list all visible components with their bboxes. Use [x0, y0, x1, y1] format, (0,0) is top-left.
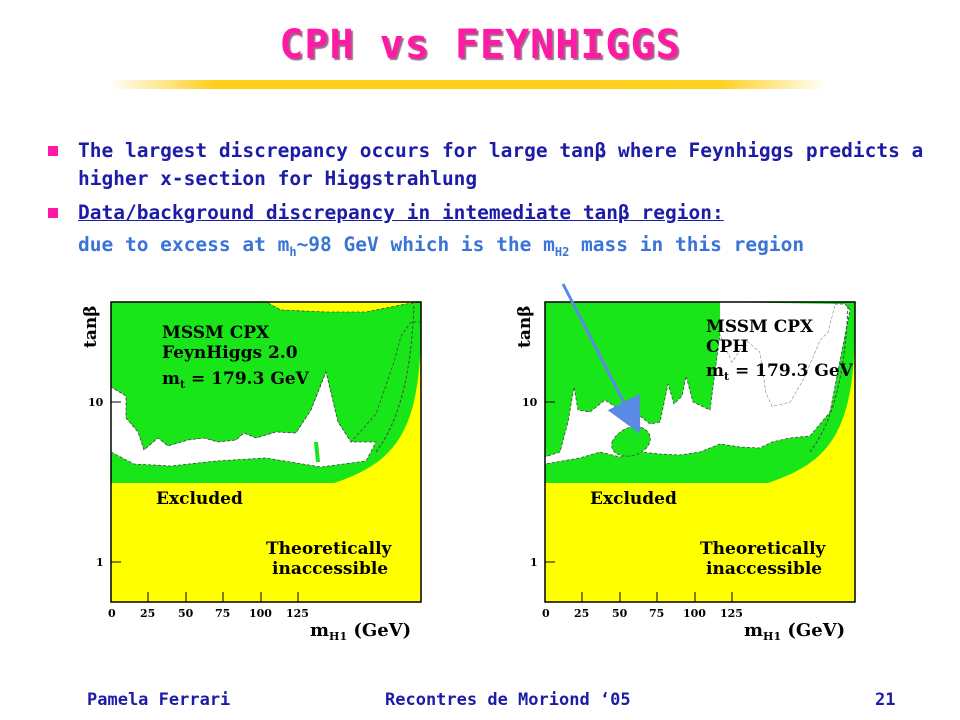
x-ticks: [110, 401, 299, 602]
theoretical-label-1: Theoretically: [266, 539, 393, 559]
bullet1-text-pre: The largest discrepancy occurs for large…: [78, 139, 595, 162]
bullet2-line2-sub-h2: H2: [554, 244, 570, 259]
excluded-label: Excluded: [590, 489, 677, 509]
bullet2-continuation: due to excess at mh~98 GeV which is the …: [48, 231, 928, 266]
theoretical-label-2: inaccessible: [706, 559, 822, 579]
legend-line3: mt = 179.3 GeV: [162, 369, 310, 391]
plot-frame: [544, 301, 856, 603]
dashed-contour: [809, 303, 849, 453]
y-tick-1: 1: [96, 556, 104, 569]
bullet2-beta: β: [618, 201, 630, 224]
x-tick-100: 100: [683, 607, 706, 620]
x-tick-25: 25: [140, 607, 155, 620]
x-ticks: [544, 401, 733, 602]
x-axis-label: mH1 (GeV): [744, 620, 845, 643]
y-tick-10: 10: [522, 396, 538, 409]
allowed-band: [110, 370, 377, 468]
bullet2-text-post: region:: [629, 201, 724, 224]
x-tick-125: 125: [720, 607, 743, 620]
y-tick-1: 1: [530, 556, 538, 569]
footer-page-number: 21: [875, 690, 896, 710]
excluded-region-lower: [111, 322, 421, 483]
bullet2-line2-sub-h: h: [289, 244, 297, 259]
footer-conference: Recontres de Moriond ‘05: [385, 690, 631, 710]
theoretical-label-2: inaccessible: [272, 559, 388, 579]
x-tick-0: 0: [108, 607, 116, 620]
y-tick-10: 10: [88, 396, 104, 409]
plot-feynhiggs: tanβ 10 1 0 25 50 75 100 125 mH1 (GeV) M…: [76, 292, 436, 657]
bullet1-text-post: where Feynhiggs predicts a higher x-sect…: [78, 139, 924, 190]
legend-line1: MSSM CPX: [162, 323, 270, 343]
bullet-item-1: The largest discrepancy occurs for large…: [48, 137, 928, 193]
legend-line2: FeynHiggs 2.0: [162, 343, 298, 363]
x-axis-label: mH1 (GeV): [310, 620, 411, 643]
legend-line1: MSSM CPX: [706, 317, 814, 337]
bullet-list: The largest discrepancy occurs for large…: [48, 137, 928, 266]
plot-frame: [110, 301, 422, 603]
slide-title: CPH vs FEYNHIGGS: [279, 22, 681, 68]
x-tick-100: 100: [249, 607, 272, 620]
bullet2-text-pre: Data/background discrepancy in intemedia…: [78, 201, 619, 224]
footer-author: Pamela Ferrari: [87, 690, 231, 710]
x-tick-0: 0: [542, 607, 550, 620]
x-tick-50: 50: [178, 607, 194, 620]
bullet2-line2-b: ~98 GeV which is the m: [296, 233, 555, 256]
x-tick-75: 75: [215, 607, 230, 620]
title-underline: [108, 80, 828, 89]
x-tick-75: 75: [649, 607, 664, 620]
dashed-contour: [375, 303, 415, 453]
x-tick-25: 25: [574, 607, 589, 620]
arrow-line: [561, 283, 641, 435]
theoretical-label-1: Theoretically: [700, 539, 827, 559]
legend-line3: mt = 179.3 GeV: [706, 361, 854, 383]
allowed-upper: [720, 302, 835, 406]
bullet-square-icon: [48, 146, 58, 156]
bullet-square-icon: [48, 208, 58, 218]
y-axis-label: tanβ: [515, 305, 535, 348]
legend-line2: CPH: [706, 337, 748, 357]
x-tick-125: 125: [286, 607, 309, 620]
bullet-item-2: Data/background discrepancy in intemedia…: [48, 199, 928, 227]
excluded-spike: [314, 442, 320, 462]
bullet2-line2-a: due to excess at m: [78, 233, 290, 256]
excluded-label: Excluded: [156, 489, 243, 509]
x-tick-50: 50: [612, 607, 628, 620]
y-axis-label: tanβ: [81, 305, 101, 348]
bullet2-line2-c: mass in this region: [569, 233, 805, 256]
bullet1-beta: β: [594, 139, 607, 162]
